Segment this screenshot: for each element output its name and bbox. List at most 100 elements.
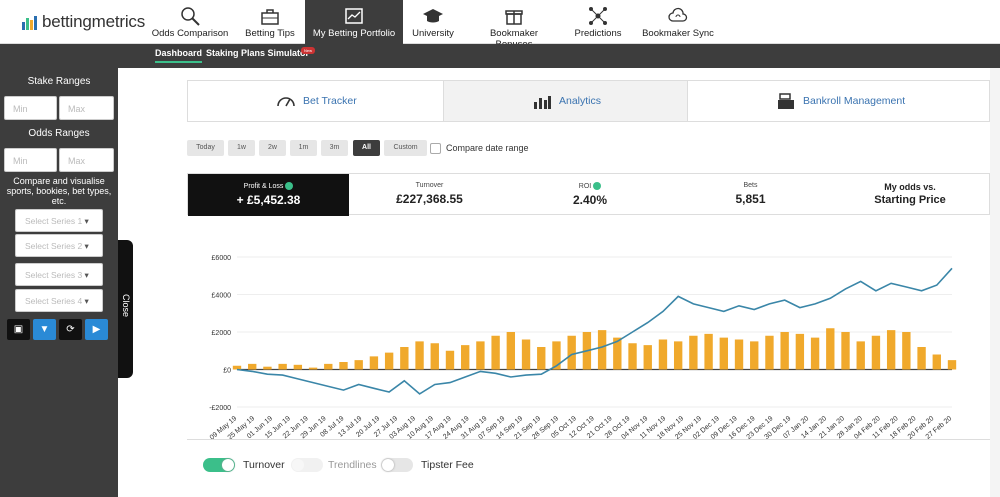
odds-min-input[interactable]: Min <box>4 148 57 172</box>
brand-logo[interactable]: bettingmetrics <box>22 12 145 32</box>
profit-line <box>236 267 953 395</box>
toolbox-icon <box>261 9 279 25</box>
stake-max-input[interactable]: Max <box>59 96 114 120</box>
nav-odds-comparison[interactable]: Odds Comparison <box>148 0 232 44</box>
nav-label: Bookmaker Sync <box>642 28 714 39</box>
stake-ranges-title: Stake Ranges <box>27 76 91 87</box>
close-sidebar-tab[interactable]: Close <box>118 240 133 378</box>
refresh-button[interactable]: ⟳ <box>59 319 82 340</box>
turnover-bar <box>765 335 774 370</box>
nav-bookmaker-sync[interactable]: Bookmaker Sync <box>636 0 720 44</box>
nav-university[interactable]: University <box>391 0 475 44</box>
nav-predictions[interactable]: Predictions <box>556 0 640 44</box>
save-icon: ▣ <box>13 324 24 335</box>
turnover-bar <box>491 335 500 370</box>
odds-ranges-title: Odds Ranges <box>28 128 90 139</box>
series-select-1[interactable]: Select Series 1 ▾ <box>15 209 103 232</box>
range-1m-button[interactable]: 1m <box>290 140 317 156</box>
portfolio-icon <box>345 8 363 24</box>
y-tick-label: £0 <box>223 368 231 375</box>
turnover-bar <box>232 365 242 370</box>
turnover-bar <box>445 350 455 370</box>
bar-chart-icon <box>534 96 551 109</box>
stat-bets[interactable]: Bets 5,851 <box>670 174 831 216</box>
stake-min-input[interactable]: Min <box>4 96 57 120</box>
nav-my-betting-portfolio[interactable]: My Betting Portfolio <box>305 0 403 44</box>
series-select-3[interactable]: Select Series 3 ▾ <box>15 263 103 286</box>
turnover-bar <box>248 363 257 370</box>
stat-roi[interactable]: ROI 2.40% <box>510 174 670 216</box>
series-select-label: Select Series 3 <box>25 270 83 280</box>
nav-label: My Betting Portfolio <box>312 28 396 39</box>
series-select-4[interactable]: Select Series 4 ▾ <box>15 289 103 312</box>
range-1w-button[interactable]: 1w <box>228 140 255 156</box>
graduation-cap-icon <box>423 9 443 23</box>
stat-label: Profit & Loss <box>243 182 284 190</box>
brand-name: bettingmetrics <box>42 12 146 31</box>
y-tick-label: £2000 <box>212 330 232 337</box>
stat-value: 5,851 <box>735 192 766 206</box>
filter-button[interactable]: ▼ <box>33 319 56 340</box>
range-2w-button[interactable]: 2w <box>259 140 286 156</box>
chart-legend <box>187 439 990 491</box>
turnover-bar <box>430 343 439 370</box>
trendlines-label: Trendlines <box>328 459 377 471</box>
compare-date-label: Compare date range <box>446 143 529 153</box>
filter-sidebar: Stake Ranges Min Max Odds Ranges Min Max… <box>0 68 118 497</box>
play-button[interactable]: ▶ <box>85 319 108 340</box>
nav-bookmaker-bonuses[interactable]: Bookmaker Bonuses <box>472 0 556 50</box>
stat-odds-vs-sp[interactable]: My odds vs. Starting Price <box>831 174 989 216</box>
turnover-bar <box>354 360 363 370</box>
subtab-dashboard[interactable]: Dashboard <box>155 48 203 63</box>
turnover-bar <box>826 328 835 370</box>
stat-value: Starting Price <box>874 194 946 206</box>
turnover-bar <box>871 335 881 370</box>
turnover-bar <box>704 333 713 370</box>
trendlines-toggle[interactable] <box>291 458 323 472</box>
caret-down-icon: ▾ <box>84 241 89 251</box>
stats-bar: Profit & Loss + £5,452.38 Turnover £227,… <box>187 173 990 216</box>
tab-bankroll-management[interactable]: Bankroll Management <box>688 81 989 121</box>
compare-text: Compare and visualise sports, bookies, b… <box>6 176 112 206</box>
save-button[interactable]: ▣ <box>7 319 30 340</box>
up-arrow-icon <box>285 182 294 190</box>
turnover-toggle[interactable] <box>203 458 235 472</box>
turnover-bar <box>263 366 272 370</box>
turnover-bar <box>567 335 576 370</box>
tipster-fee-toggle[interactable] <box>381 458 413 472</box>
range-all-button[interactable]: All <box>353 140 380 156</box>
y-tick-label: -£2000 <box>209 405 231 412</box>
turnover-bar <box>369 356 379 370</box>
turnover-bar <box>689 335 698 370</box>
nav-label: Predictions <box>574 28 622 39</box>
turnover-bar <box>324 363 333 370</box>
view-tabs: Bet Tracker Analytics Bankroll Managemen… <box>187 80 990 122</box>
range-3m-button[interactable]: 3m <box>321 140 348 156</box>
nav-betting-tips[interactable]: Betting Tips <box>228 0 312 44</box>
turnover-bar <box>415 341 424 370</box>
tab-bet-tracker[interactable]: Bet Tracker <box>188 81 443 121</box>
subtab-staking-plans[interactable]: Staking Plans Simulator <box>206 48 310 58</box>
magnifier-icon <box>181 7 200 26</box>
turnover-bar <box>476 341 485 370</box>
tab-analytics[interactable]: Analytics <box>443 81 688 121</box>
stat-profit-loss[interactable]: Profit & Loss + £5,452.38 <box>188 174 349 216</box>
odds-max-input[interactable]: Max <box>59 148 114 172</box>
turnover-bar <box>886 330 896 370</box>
nav-label: University <box>412 28 454 39</box>
turnover-bar <box>643 345 652 370</box>
turnover-bar <box>537 347 546 370</box>
nav-label: Betting Tips <box>245 28 295 39</box>
profit-chart: £6000 £4000 £2000 £0 -£2000 09 May 19 25 May 1… <box>187 224 990 442</box>
compare-date-checkbox[interactable] <box>430 143 441 154</box>
gauge-icon <box>277 97 295 107</box>
range-today-button[interactable]: Today <box>187 140 224 156</box>
series-select-2[interactable]: Select Series 2 ▾ <box>15 234 103 257</box>
caret-down-icon: ▾ <box>84 270 89 280</box>
stat-turnover[interactable]: Turnover £227,368.55 <box>349 174 510 216</box>
caret-down-icon: ▾ <box>84 216 89 226</box>
sub-navbar: Dashboard Staking Plans Simulator <box>0 44 1000 68</box>
turnover-bar <box>673 341 683 370</box>
turnover-bar <box>521 339 531 370</box>
range-custom-button[interactable]: Custom <box>384 140 427 156</box>
